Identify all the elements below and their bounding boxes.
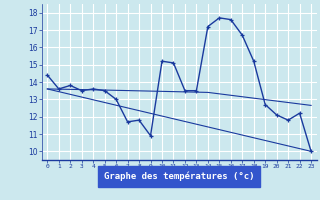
X-axis label: Graphe des températures (°c): Graphe des températures (°c) xyxy=(104,172,254,181)
